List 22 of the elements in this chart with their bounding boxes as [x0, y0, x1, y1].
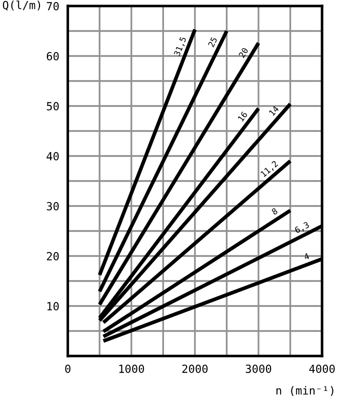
x-tick-label: 3000: [246, 364, 272, 373]
x-tick-label: 1000: [119, 364, 144, 373]
x-tick-label: 0: [65, 364, 70, 373]
y-tick-label: 20: [46, 252, 59, 260]
text: 16: [238, 111, 248, 122]
y-tick-label: 60: [46, 52, 59, 60]
y-tick-label: 70: [46, 2, 59, 10]
x-axis-title: n (min⁻¹): [276, 386, 334, 396]
text: 31,5: [174, 36, 188, 57]
x-tick-label: 2000: [182, 364, 208, 373]
y-axis-title: Q(l/m): [2, 0, 40, 11]
text: 8: [271, 208, 278, 216]
text: 4: [304, 252, 310, 260]
y-tick-label: 40: [46, 152, 59, 160]
text: 25: [208, 36, 218, 48]
text: 20: [238, 47, 248, 58]
y-tick-label: 50: [46, 102, 59, 110]
y-tick-label: 30: [46, 202, 59, 210]
x-tick-label: 4000: [309, 364, 335, 373]
text: 6,3: [294, 222, 310, 234]
y-tick-label: 10: [47, 302, 59, 310]
text: 14: [268, 105, 280, 116]
